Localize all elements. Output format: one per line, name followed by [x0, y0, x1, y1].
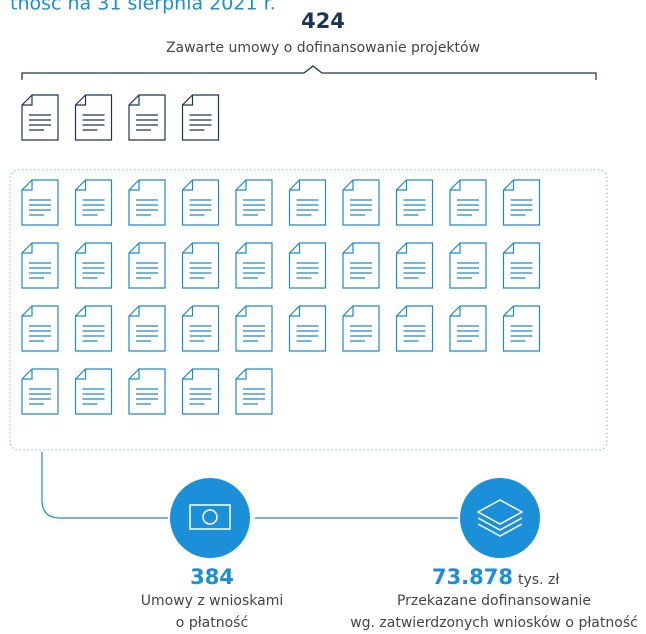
document-icon	[502, 305, 541, 352]
document-icon	[128, 242, 166, 289]
document-icon	[502, 242, 541, 289]
document-icon	[288, 179, 327, 226]
contracts-label: Zawarte umowy o dofinansowanie projektów	[166, 40, 480, 56]
document-icon	[21, 94, 59, 141]
document-icon	[235, 305, 273, 352]
document-icon	[288, 242, 327, 289]
funding-value: 73.878	[432, 565, 513, 589]
money-icon	[170, 478, 250, 558]
document-icon	[21, 305, 59, 352]
document-icon	[181, 179, 220, 226]
stack-icon	[460, 478, 540, 558]
document-icon	[449, 179, 487, 226]
payments-value: 384	[190, 565, 234, 589]
document-icon	[74, 368, 113, 415]
grid-docs	[21, 179, 541, 415]
funding-unit: tys. zł	[518, 572, 559, 588]
document-icon	[21, 179, 59, 226]
document-icon	[235, 242, 273, 289]
document-icon	[74, 179, 113, 226]
banknote	[189, 504, 231, 530]
document-icon	[74, 305, 113, 352]
document-icon	[395, 179, 434, 226]
title: tność na 31 sierpnia 2021 r.	[10, 0, 276, 15]
document-icon	[74, 242, 113, 289]
top-docs	[21, 94, 220, 141]
banknote-stack	[476, 499, 524, 537]
payments-label: o płatność	[176, 615, 248, 630]
document-icon	[235, 368, 273, 415]
funding-label: wg. zatwierdzonych wniosków o płatność	[350, 615, 638, 630]
document-icon	[128, 179, 166, 226]
document-icon	[449, 305, 487, 352]
document-icon	[181, 94, 220, 141]
connector	[41, 452, 168, 519]
document-icon	[235, 179, 273, 226]
document-icon	[395, 305, 434, 352]
document-icon	[502, 179, 541, 226]
document-icon	[395, 242, 434, 289]
document-icon	[181, 305, 220, 352]
document-icon	[181, 242, 220, 289]
document-icon	[128, 94, 166, 141]
document-icon	[449, 242, 487, 289]
document-icon	[74, 94, 113, 141]
document-icon	[342, 179, 380, 226]
document-icon	[128, 305, 166, 352]
document-icon	[21, 242, 59, 289]
document-icon	[288, 305, 327, 352]
document-icon	[181, 368, 220, 415]
funding-label: Przekazane dofinansowanie	[397, 593, 591, 609]
dotted-box	[9, 169, 608, 451]
document-icon	[342, 242, 380, 289]
bracket	[21, 65, 597, 80]
contracts-value: 424	[301, 9, 345, 33]
document-icon	[21, 368, 59, 415]
document-icon	[342, 305, 380, 352]
payments-label: Umowy z wnioskami	[141, 593, 283, 609]
document-icon	[128, 368, 166, 415]
